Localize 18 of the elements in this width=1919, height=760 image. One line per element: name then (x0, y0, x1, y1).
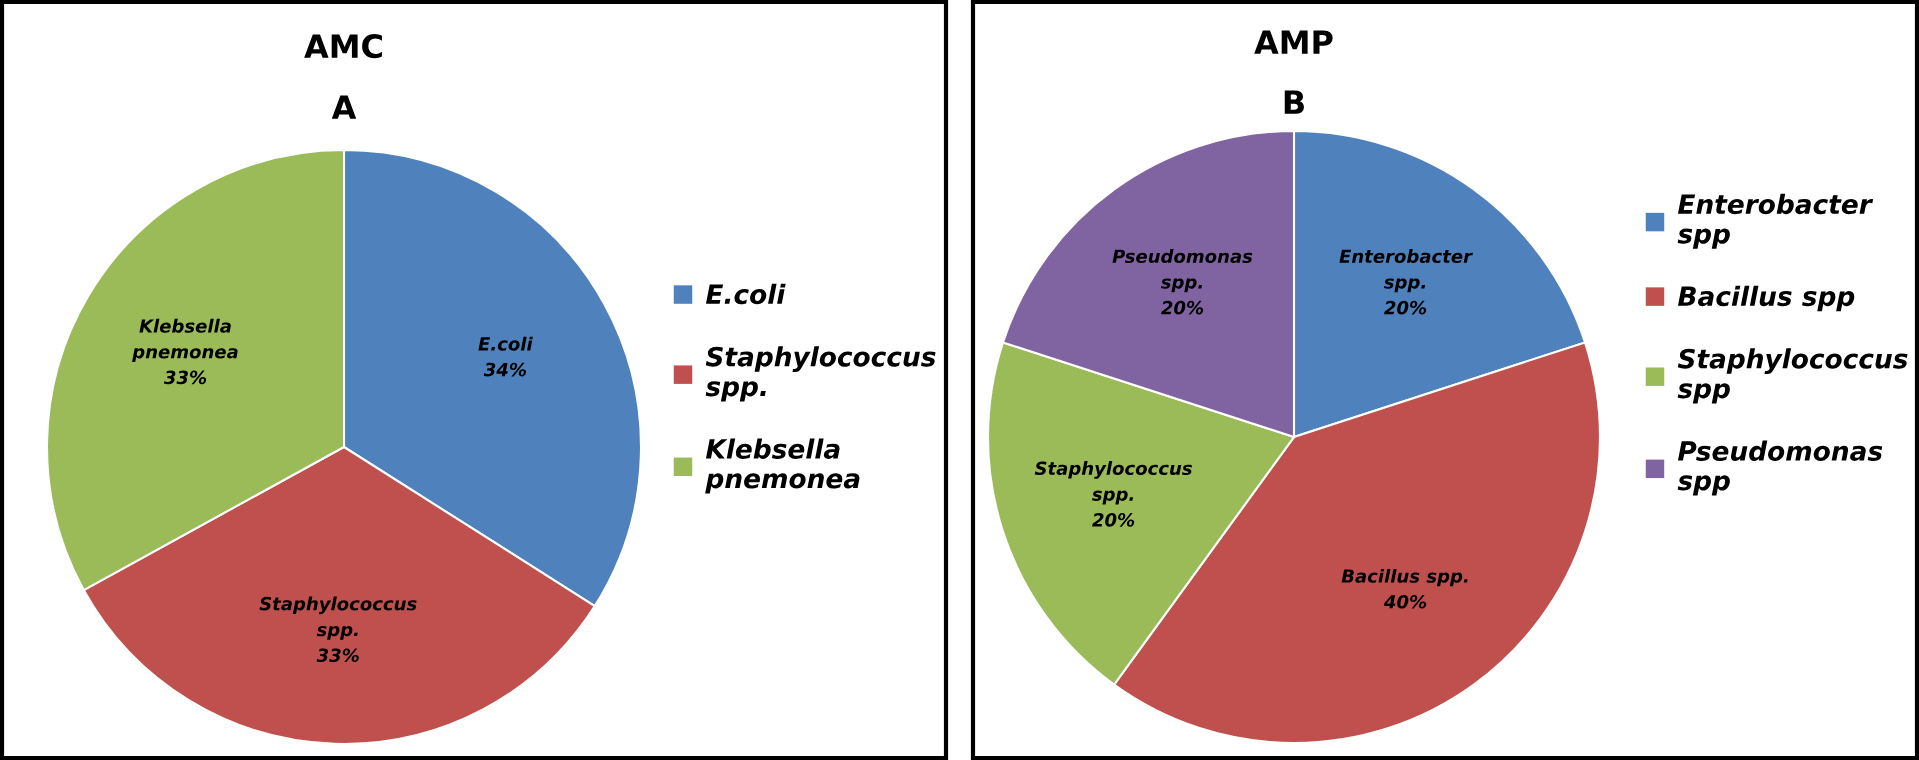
legend-label: Bacillus spp (1677, 285, 1855, 312)
data-label: Pseudomonas spp. 20% (1112, 249, 1253, 315)
chart-subtitle: B (1284, 90, 1304, 114)
legend-label: Staphylococcus spp (1677, 348, 1908, 404)
data-label: Staphylococcus spp. 33% (259, 596, 417, 663)
legend-label: Staphylococcus spp. (705, 346, 936, 402)
data-label: E.coli 34% (478, 336, 533, 377)
legend-label: Klebsella pnemonea (705, 438, 860, 494)
data-label: Staphylococcus spp. 20% (1034, 461, 1192, 527)
chart-subtitle: A (331, 95, 357, 119)
chart-title: AMP (1254, 30, 1333, 54)
chart-title: AMC (304, 34, 382, 59)
data-label: Enterobacter spp. 20% (1339, 249, 1473, 315)
data-label: Bacillus spp. 40% (1341, 568, 1468, 609)
legend-label: E.coli (705, 283, 786, 305)
data-label: Klebsella pnemonea 33% (132, 318, 238, 385)
legend-label: Enterobacter spp (1677, 193, 1874, 249)
legend-label: Pseudomonas spp (1677, 440, 1883, 496)
